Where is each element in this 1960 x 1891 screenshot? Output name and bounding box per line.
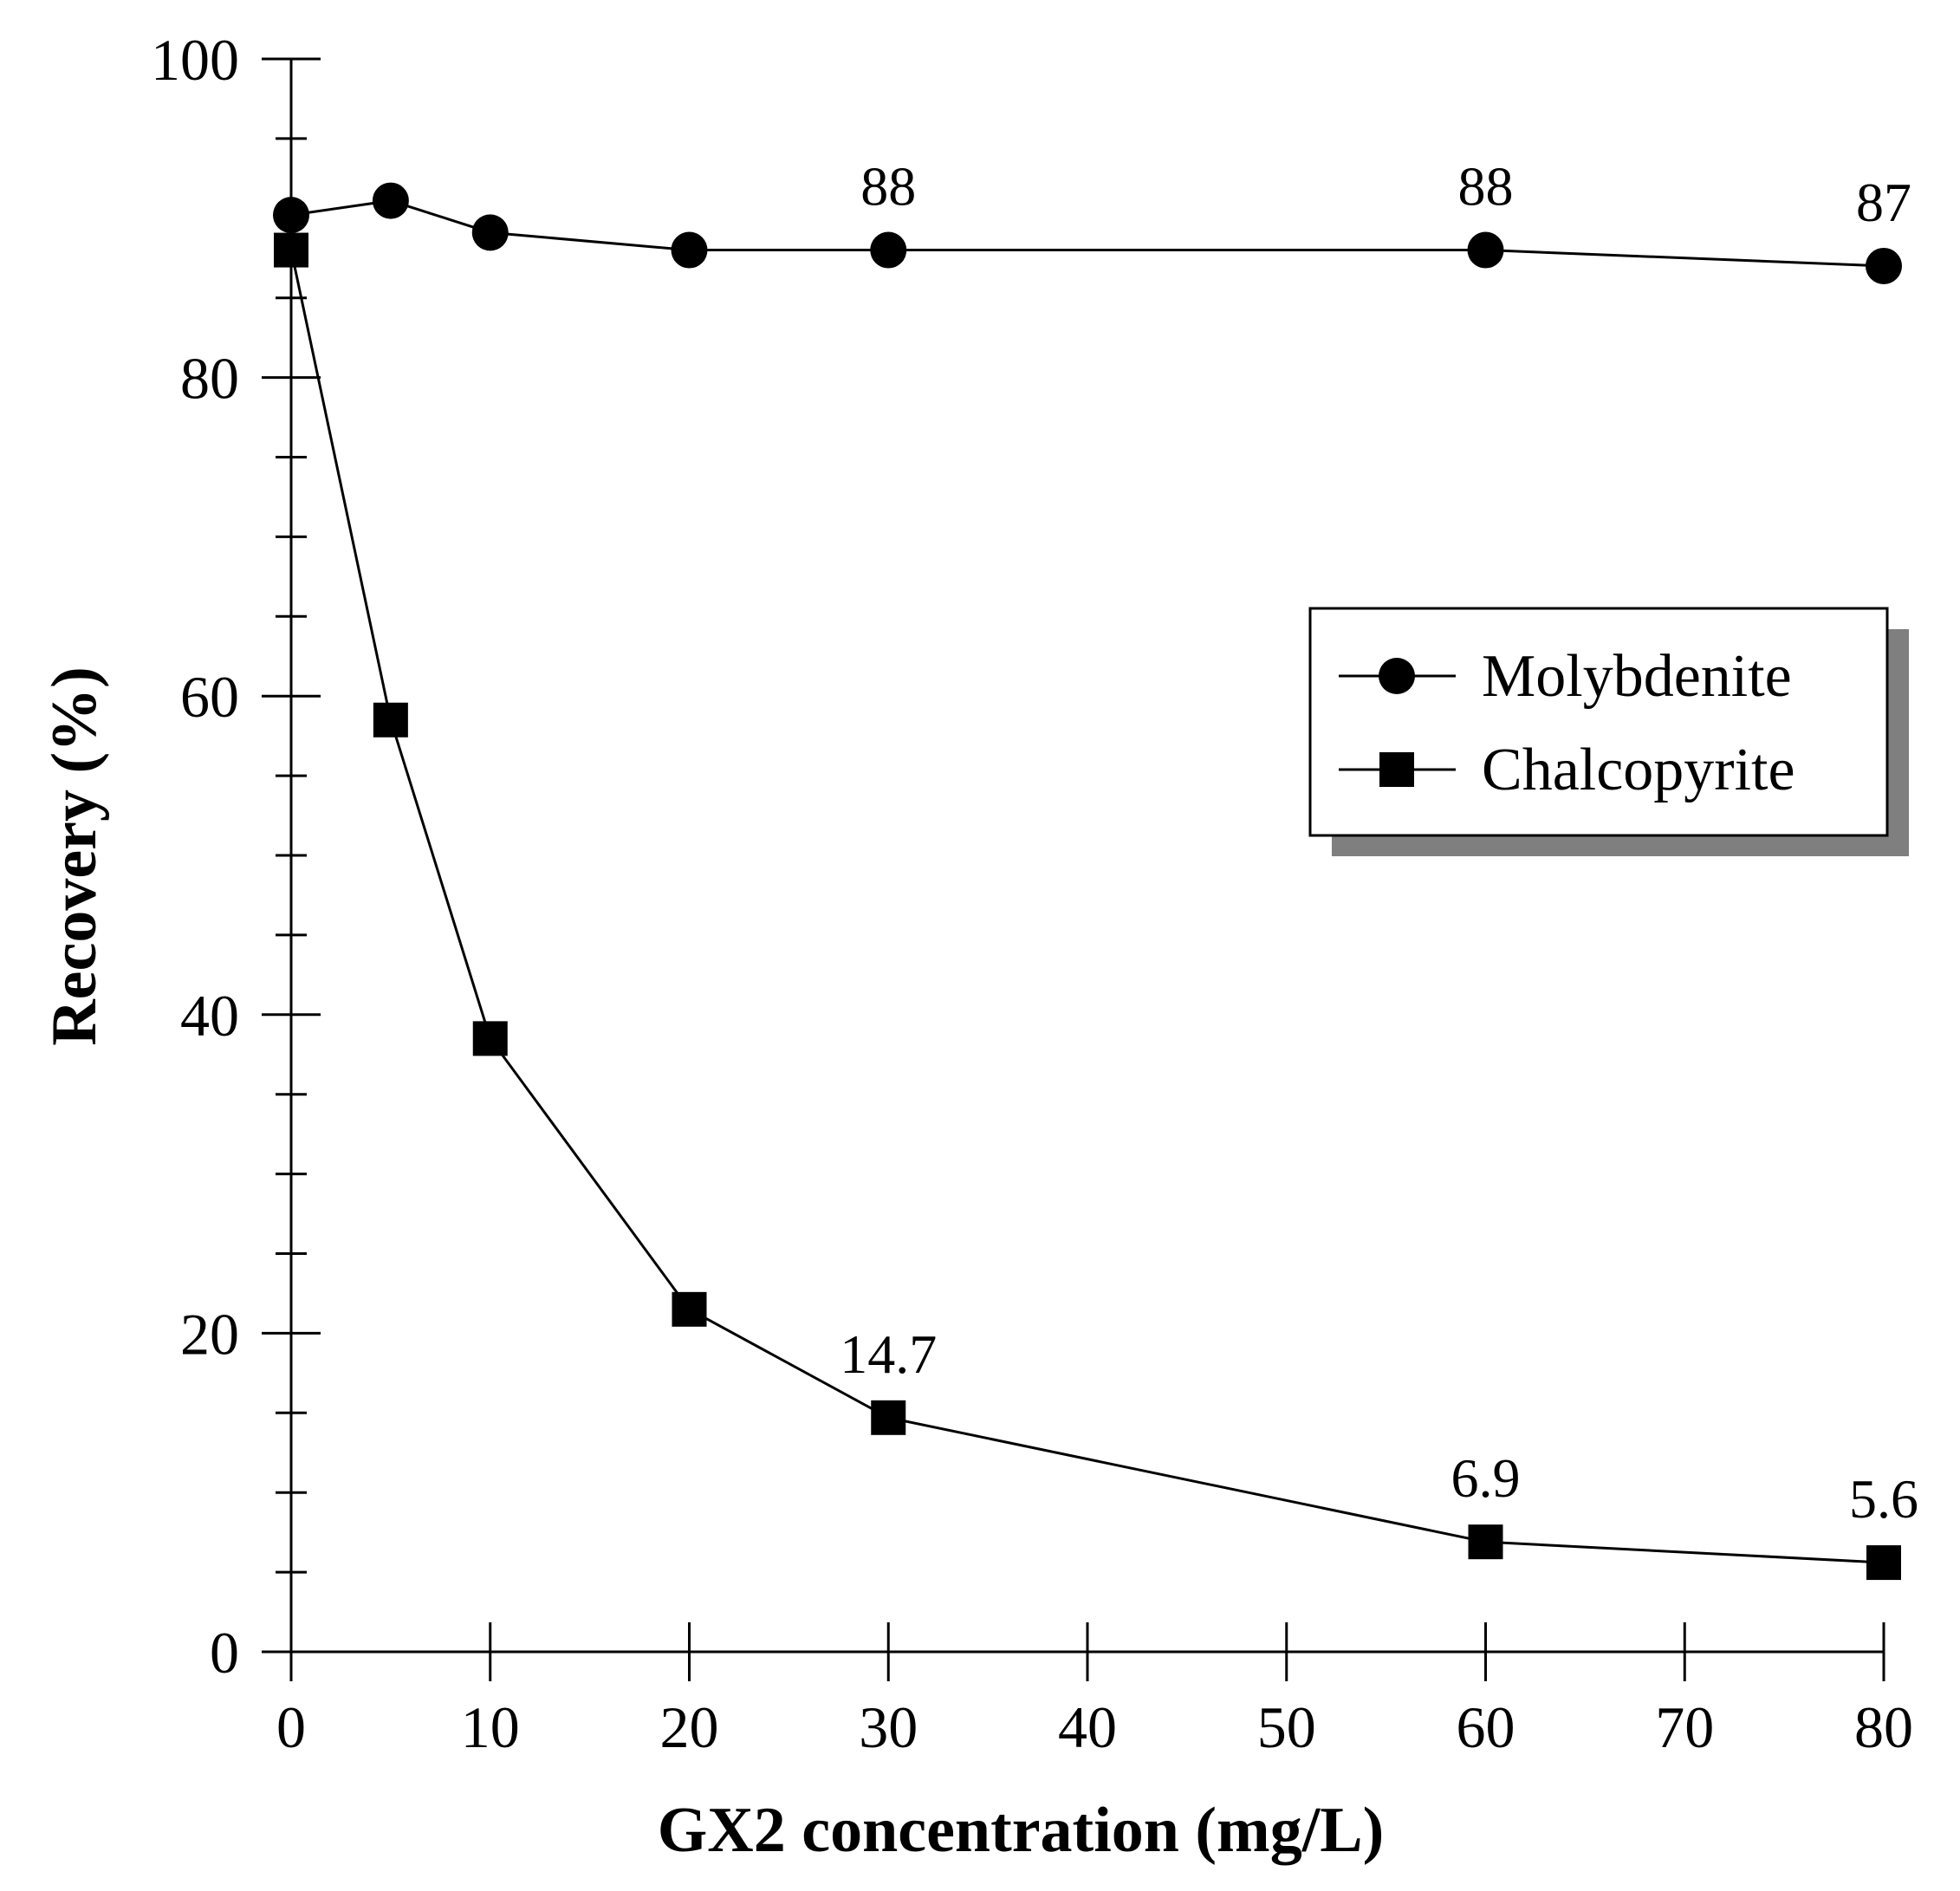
- data-point-molybdenite: [671, 231, 708, 269]
- x-axis-title: GX2 concentration (mg/L): [658, 1795, 1385, 1866]
- y-tick-label: 80: [180, 346, 239, 412]
- x-tick-label: 20: [660, 1694, 719, 1760]
- legend-marker-circle: [1379, 658, 1415, 694]
- y-tick-label: 60: [180, 664, 239, 730]
- data-label: 88: [860, 156, 916, 218]
- data-point-chalcopyrite: [1866, 1545, 1901, 1581]
- y-tick-label: 40: [180, 983, 239, 1049]
- data-point-chalcopyrite: [274, 232, 308, 268]
- data-point-molybdenite: [273, 197, 309, 234]
- data-point-chalcopyrite: [871, 1400, 906, 1435]
- data-point-chalcopyrite: [1468, 1524, 1503, 1560]
- x-tick-label: 80: [1854, 1694, 1913, 1760]
- axes: 0 20 40 60 80 100 0 10 20 30 40 50 60 70 80: [151, 27, 1913, 1760]
- data-label: 5.6: [1849, 1468, 1918, 1530]
- data-point-molybdenite: [1467, 231, 1504, 269]
- data-labels: 88 88 87 14.7 6.9 5.6: [840, 156, 1918, 1530]
- y-tick-label: 20: [180, 1301, 239, 1367]
- legend-box: [1308, 607, 1889, 837]
- x-tick-label: 0: [276, 1694, 306, 1760]
- y-axis-title: Recovery (%): [39, 666, 110, 1046]
- data-label: 14.7: [840, 1323, 937, 1385]
- data-point-chalcopyrite: [672, 1291, 707, 1327]
- x-tick-label: 60: [1457, 1694, 1515, 1760]
- series-line-chalcopyrite: [289, 250, 1885, 1564]
- legend-marker-square: [1379, 752, 1414, 787]
- legend-item-molybdenite: Molybdenite: [1339, 643, 1792, 710]
- legend: Molybdenite Chalcopyrite: [1308, 607, 1909, 856]
- x-tick-label: 70: [1655, 1694, 1714, 1760]
- data-point-molybdenite: [471, 214, 509, 251]
- data-label: 6.9: [1451, 1447, 1521, 1509]
- x-tick-label: 40: [1058, 1694, 1117, 1760]
- x-tick-label: 30: [859, 1694, 918, 1760]
- data-point-molybdenite: [1866, 247, 1902, 284]
- data-point-chalcopyrite: [472, 1021, 508, 1056]
- data-point-molybdenite: [870, 231, 907, 269]
- x-tick-label: 10: [461, 1694, 520, 1760]
- legend-label-molybdenite: Molybdenite: [1482, 643, 1792, 710]
- data-point-chalcopyrite: [373, 702, 408, 738]
- data-label: 87: [1856, 172, 1911, 233]
- x-tick-label: 50: [1257, 1694, 1316, 1760]
- y-tick-label: 0: [210, 1620, 239, 1686]
- data-point-molybdenite: [372, 182, 409, 219]
- y-tick-label: 100: [151, 27, 239, 93]
- series-layer: [273, 182, 1902, 1581]
- series-line-molybdenite: [290, 199, 1885, 268]
- data-label: 88: [1458, 156, 1514, 218]
- legend-label-chalcopyrite: Chalcopyrite: [1482, 737, 1795, 803]
- legend-item-chalcopyrite: Chalcopyrite: [1339, 737, 1795, 803]
